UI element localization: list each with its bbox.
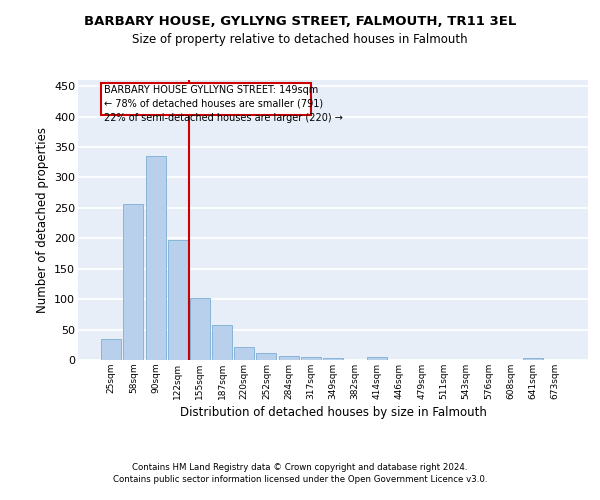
Text: Contains public sector information licensed under the Open Government Licence v3: Contains public sector information licen…: [113, 475, 487, 484]
Text: Contains HM Land Registry data © Crown copyright and database right 2024.: Contains HM Land Registry data © Crown c…: [132, 464, 468, 472]
Bar: [146, 156, 166, 360]
Bar: [190, 298, 210, 360]
Y-axis label: Number of detached properties: Number of detached properties: [35, 127, 49, 313]
Bar: [367, 357, 388, 360]
Bar: [323, 358, 343, 360]
Bar: [278, 356, 299, 360]
Bar: [234, 347, 254, 360]
Bar: [124, 204, 143, 360]
Bar: [101, 338, 121, 360]
Text: BARBARY HOUSE GYLLYNG STREET: 149sqm
← 78% of detached houses are smaller (791)
: BARBARY HOUSE GYLLYNG STREET: 149sqm ← 7…: [104, 85, 343, 123]
Bar: [256, 352, 277, 360]
X-axis label: Distribution of detached houses by size in Falmouth: Distribution of detached houses by size …: [179, 406, 487, 419]
Bar: [212, 326, 232, 360]
Bar: [301, 357, 321, 360]
Text: BARBARY HOUSE, GYLLYNG STREET, FALMOUTH, TR11 3EL: BARBARY HOUSE, GYLLYNG STREET, FALMOUTH,…: [84, 15, 516, 28]
Text: Size of property relative to detached houses in Falmouth: Size of property relative to detached ho…: [132, 32, 468, 46]
Bar: [523, 358, 542, 360]
Bar: [168, 240, 188, 360]
FancyBboxPatch shape: [101, 83, 311, 114]
